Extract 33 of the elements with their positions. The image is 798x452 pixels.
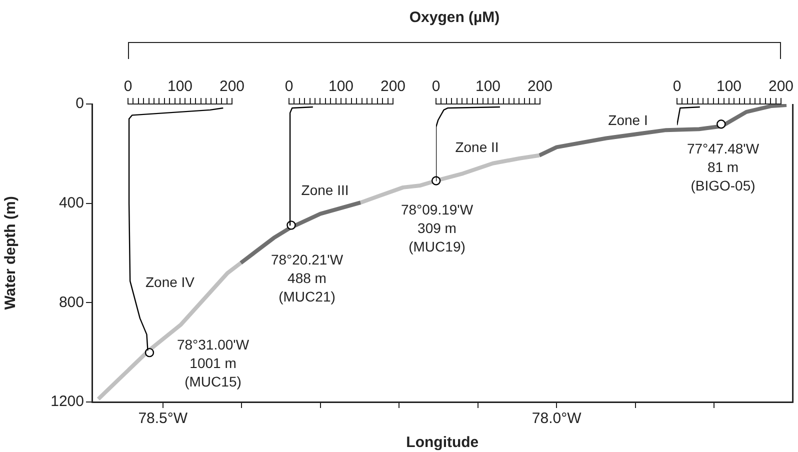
- annotation: 78°20.21'W 488 m (MUC21): [270, 251, 344, 304]
- annotation: Zone II: [455, 138, 499, 155]
- annotation: Zone I: [608, 112, 648, 128]
- chart-title: Oxygen (µM): [409, 9, 500, 26]
- annotation: Zone III: [301, 182, 349, 198]
- x-tick-label: 0: [124, 78, 132, 96]
- annotation: 78°09.19'W 309 m (MUC19): [400, 201, 474, 254]
- y-tick-label: 800: [58, 294, 84, 311]
- x-tick-label: 100: [328, 78, 354, 96]
- point: [716, 120, 726, 129]
- point: [432, 176, 441, 186]
- x-tick-label: 100: [167, 78, 193, 96]
- x-tick-label: 200: [219, 78, 245, 96]
- annotation: 78°31.00'W 1001 m (MUC15): [176, 336, 250, 390]
- y-tick-label: 400: [58, 194, 84, 212]
- annotation: Zone IV: [145, 274, 196, 290]
- x-tick-label: 78.0°W: [532, 410, 582, 428]
- x-tick-label: 200: [380, 78, 406, 96]
- x-tick-label: 0: [672, 78, 682, 96]
- x-tick-label: 78.5°W: [138, 410, 188, 428]
- x-tick-label: 100: [716, 78, 742, 96]
- y-tick-label: 1200: [50, 393, 84, 410]
- x-tick-label: 0: [284, 78, 294, 96]
- point: [286, 220, 296, 230]
- x-tick-label: 100: [475, 78, 501, 96]
- x-tick-label: 200: [527, 78, 553, 96]
- y-axis-title: Water depth (m): [2, 196, 20, 310]
- x-axis-title: Longitude: [406, 434, 479, 452]
- x-tick-label: 200: [768, 78, 794, 96]
- annotation: 77°47.48'W 81 m (BIGO-05): [686, 140, 760, 194]
- x-tick-label: 0: [432, 78, 440, 96]
- point: [144, 348, 154, 358]
- y-tick-label: 0: [76, 95, 84, 112]
